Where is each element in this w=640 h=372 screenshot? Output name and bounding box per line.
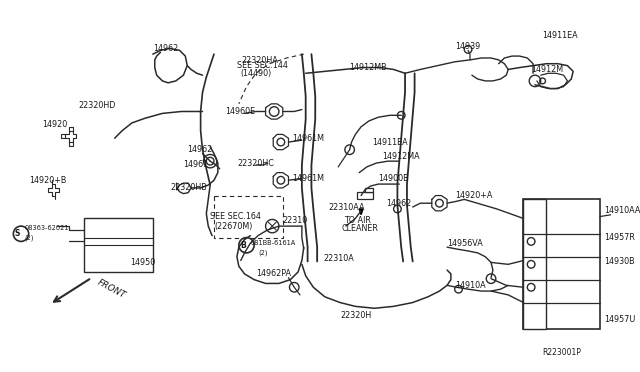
Text: 14962: 14962 [153,44,178,53]
Text: 14900B: 14900B [378,174,409,183]
Bar [524,199,600,329]
Text: 14920+A: 14920+A [454,191,492,200]
Text: S: S [15,229,20,238]
Bar [365,188,372,192]
Bar [357,192,372,199]
Text: (2): (2) [25,234,35,241]
Text: SEE SEC.164: SEE SEC.164 [210,212,261,221]
Text: 22310AA: 22310AA [328,202,365,212]
Text: 14962PA: 14962PA [256,269,291,278]
Text: 14962: 14962 [386,199,411,208]
Text: 081BB-6161A: 081BB-6161A [250,240,296,246]
Text: 14912MB: 14912MB [349,63,387,72]
Text: 14957U: 14957U [604,315,635,324]
Text: 22320HD: 22320HD [78,101,116,110]
Text: 22320HC: 22320HC [237,158,274,167]
Text: 14910AA: 14910AA [604,206,640,215]
Text: R223001P: R223001P [543,348,582,357]
Bar [84,218,153,272]
Text: TO AIR: TO AIR [344,216,371,225]
Text: FRONT: FRONT [95,278,127,300]
Text: B: B [240,241,246,250]
Text: (22670M): (22670M) [214,222,252,231]
Text: 14961: 14961 [184,160,209,170]
Text: 14956VA: 14956VA [447,239,483,248]
Text: 22310: 22310 [283,216,308,225]
Text: 14960E: 14960E [225,107,255,116]
Text: 14911EA: 14911EA [543,31,578,39]
Polygon shape [359,209,363,215]
Text: 14939: 14939 [454,42,480,51]
Text: 14950: 14950 [130,258,155,267]
Text: (2): (2) [258,250,268,256]
Text: 14911EA: 14911EA [372,138,408,147]
Text: 14961M: 14961M [292,134,324,143]
Text: 14920: 14920 [42,121,67,129]
Text: 22310A: 22310A [323,254,354,263]
Bar [524,199,547,329]
Text: CLEANER: CLEANER [342,224,379,232]
Text: 14957R: 14957R [604,233,635,242]
Text: 08363-62021: 08363-62021 [25,225,69,231]
Text: 14910A: 14910A [454,281,485,290]
Text: 22320HA: 22320HA [242,56,278,65]
Text: 22320HB: 22320HB [170,183,207,192]
Text: 22320H: 22320H [340,311,371,320]
Text: 14930B: 14930B [604,257,634,266]
Text: SEE SEC.144: SEE SEC.144 [237,61,288,70]
Text: 14912MA: 14912MA [382,152,420,161]
Text: (14490): (14490) [241,69,272,78]
Text: 14912M: 14912M [531,65,563,74]
Text: 14961M: 14961M [292,174,324,183]
Text: 14962: 14962 [188,145,212,154]
Text: 14920+B: 14920+B [29,176,66,185]
